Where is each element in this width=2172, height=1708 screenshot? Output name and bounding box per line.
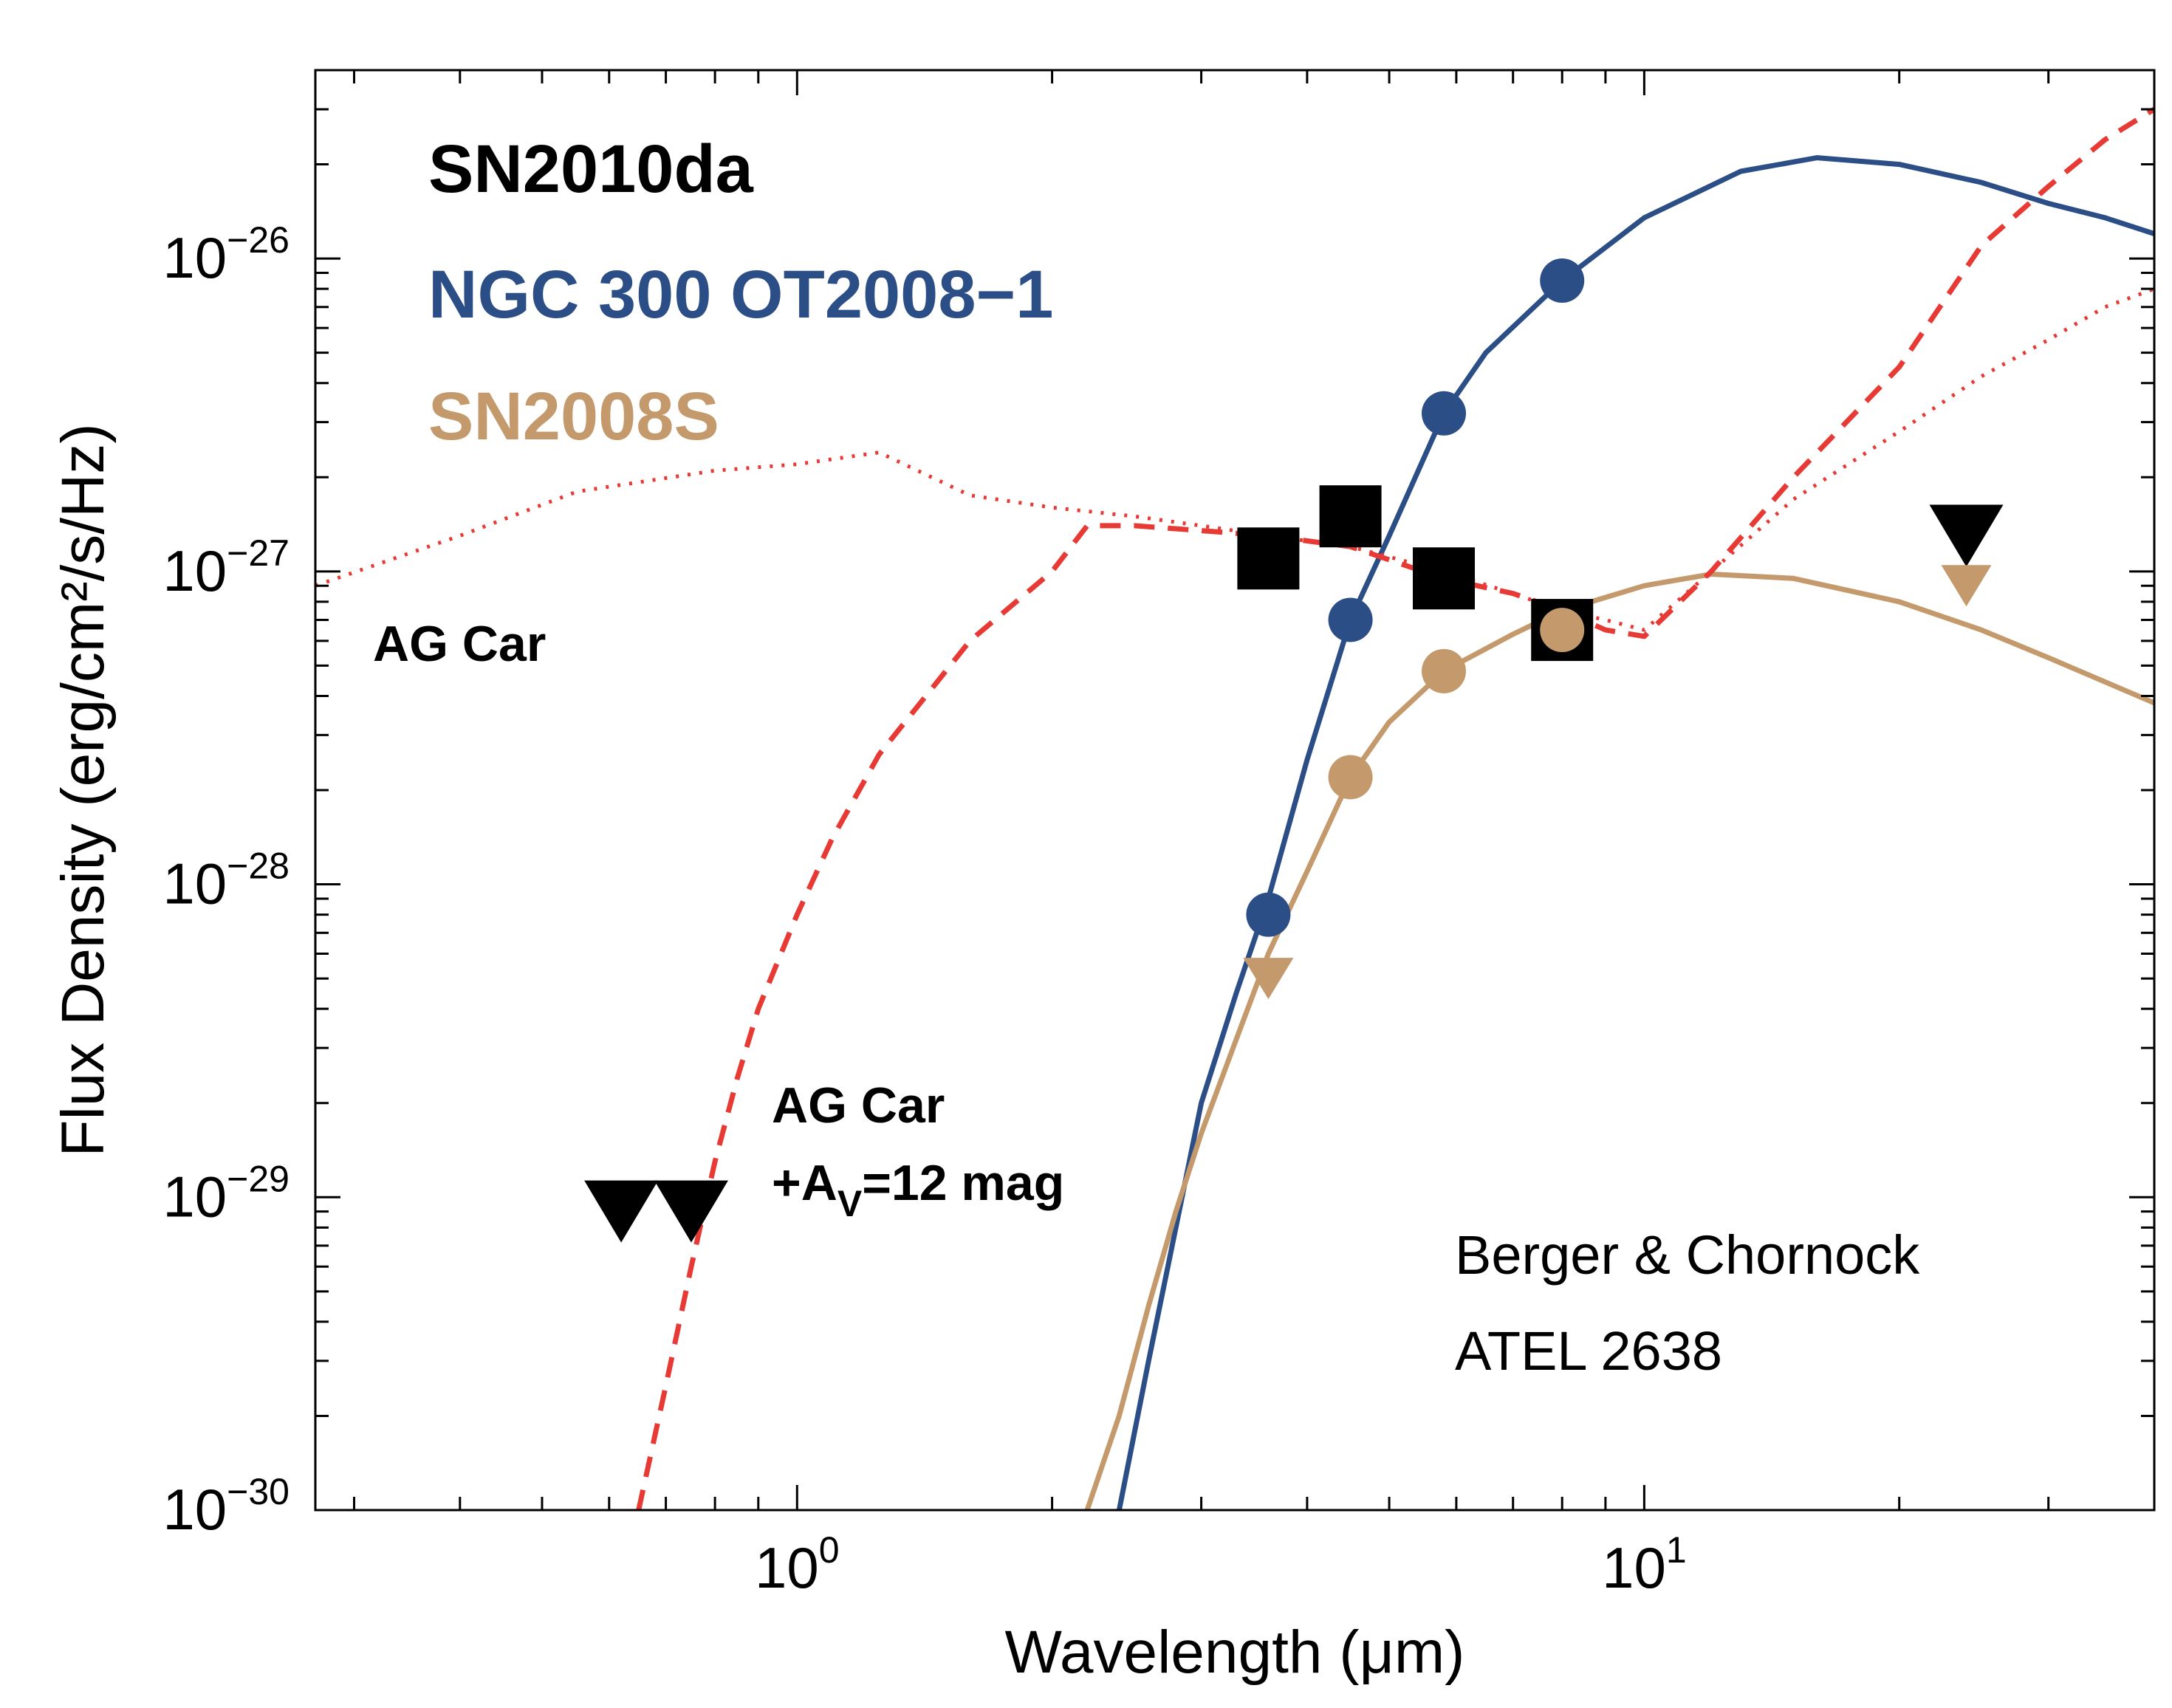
marker-sn2008s-point — [1328, 755, 1373, 800]
y-tick-label: 10−27 — [162, 532, 290, 603]
curve-ag-car-av-12-mag — [636, 106, 2154, 1510]
marker-sn2010da-upper-limit — [584, 1180, 659, 1243]
credit-line-1: Berger & Chornock — [1455, 1224, 1920, 1286]
marker-sn2008s-point — [1422, 648, 1467, 693]
av-prefix: +A — [772, 1155, 837, 1211]
x-axis-label: Wavelength (μm) — [1005, 1619, 1465, 1686]
av-subscript: V — [837, 1183, 863, 1224]
curve-ngc-300-ot2008-1 — [1116, 155, 2154, 1510]
y-tick-label: 10−30 — [162, 1471, 290, 1542]
legend-entry-sn2008s: SN2008S — [428, 379, 719, 454]
marker-sn2010da-point — [1319, 485, 1382, 548]
credit-line-2: ATEL 2638 — [1455, 1320, 1722, 1382]
marker-ngc-300-ot2008-1-point — [1422, 391, 1467, 436]
marker-sn2010da-point — [1237, 527, 1300, 590]
av-suffix: =12 mag — [862, 1155, 1064, 1211]
axis-ticks — [315, 69, 2156, 1512]
y-tick-label: 10−29 — [162, 1158, 290, 1229]
marker-sn2010da-upper-limit — [654, 1180, 728, 1243]
annotation-ag-car-av-line1: AG Car — [772, 1077, 945, 1133]
axis-tick-labels: 100 101 10−30 10−29 10−28 10−27 10−26 — [162, 219, 1686, 1600]
marker-ngc-300-ot2008-1-point — [1328, 597, 1373, 642]
marker-sn2008s-point — [1540, 608, 1585, 653]
plot-background — [315, 70, 2154, 1510]
curve-sn2008s — [1084, 572, 2154, 1510]
annotation-ag-car: AG Car — [373, 616, 546, 672]
marker-sn2010da-upper-limit — [1929, 504, 2004, 567]
marker-ngc-300-ot2008-1-point — [1246, 892, 1291, 937]
x-tick-label: 101 — [1602, 1529, 1687, 1600]
marker-ngc-300-ot2008-1-point — [1540, 258, 1585, 303]
marker-sn2008s-upper-limit — [1941, 565, 1992, 607]
annotation-ag-car-av-line2: +AV=12 mag — [772, 1155, 1064, 1224]
curve-ag-car — [315, 287, 2154, 632]
x-tick-label: 100 — [755, 1529, 840, 1600]
marker-sn2010da-point — [1413, 547, 1476, 610]
model-curves — [315, 106, 2154, 1510]
marker-sn2008s-upper-limit — [1243, 958, 1294, 1000]
data-markers — [584, 258, 2004, 1243]
y-tick-label: 10−26 — [162, 219, 290, 290]
legend-entry-ngc300: NGC 300 OT2008−1 — [428, 257, 1053, 332]
y-axis-label: Flux Density (erg/cm²/s/Hz) — [49, 423, 117, 1156]
legend-entry-sn2010da: SN2010da — [428, 131, 754, 207]
y-tick-label: 10−28 — [162, 846, 290, 916]
